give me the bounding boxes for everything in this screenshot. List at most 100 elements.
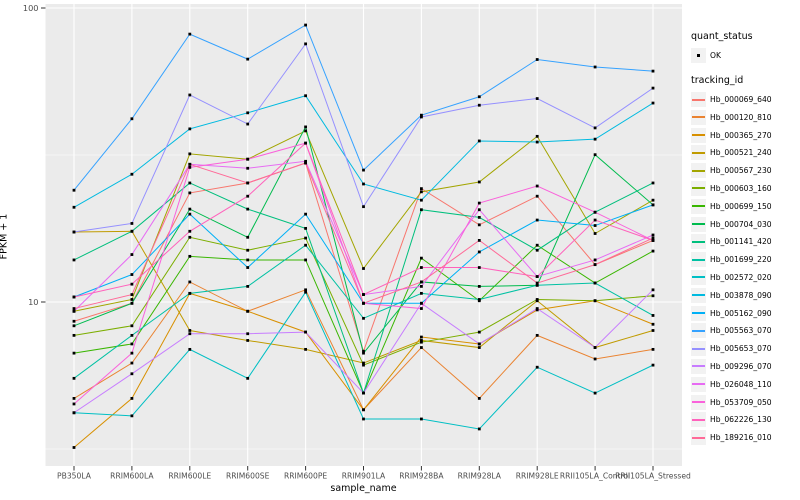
- legend-item-Hb_026048_110: Hb_026048_110: [691, 376, 799, 392]
- data-point: [420, 346, 423, 349]
- data-point: [593, 391, 597, 395]
- legend-item-Hb_001699_220: Hb_001699_220: [691, 252, 799, 268]
- data-point: [651, 347, 655, 351]
- data-point: [477, 284, 481, 288]
- data-point: [535, 283, 539, 287]
- legend: quant_status OK tracking_id Hb_000069_64…: [691, 31, 799, 457]
- data-point: [535, 243, 539, 247]
- data-point: [535, 365, 539, 369]
- legend-item-Hb_189216_010: Hb_189216_010: [691, 430, 799, 446]
- legend-item-label: Hb_000120_810: [710, 112, 772, 122]
- data-point: [246, 111, 250, 115]
- series-color-key-icon: [691, 269, 706, 285]
- legend-item-label: Hb_000603_160: [710, 183, 772, 193]
- x-tick-label: RRIM600SE: [226, 472, 270, 481]
- data-point: [651, 86, 655, 90]
- series-color-key-icon: [691, 323, 706, 339]
- y-tick-label: 100: [23, 3, 39, 13]
- data-point: [304, 243, 307, 247]
- legend-item-label: Hb_000699_150: [710, 201, 772, 211]
- data-point: [72, 351, 76, 355]
- data-point: [535, 194, 539, 198]
- data-point: [651, 233, 655, 237]
- data-point: [420, 307, 423, 310]
- data-point: [304, 236, 307, 240]
- data-point: [362, 168, 365, 172]
- data-point: [246, 339, 250, 342]
- legend-item-label: Hb_005653_070: [710, 344, 772, 354]
- data-point: [477, 103, 481, 107]
- data-point: [304, 125, 307, 129]
- data-point: [130, 229, 134, 233]
- ok-point-icon: [691, 48, 706, 63]
- data-point: [420, 190, 423, 194]
- series-color-key-icon: [691, 341, 706, 357]
- data-point: [535, 218, 539, 222]
- data-point: [304, 258, 307, 262]
- series-color-key-icon: [691, 92, 706, 107]
- data-point: [188, 181, 192, 185]
- data-point: [477, 201, 481, 205]
- data-point: [362, 182, 365, 186]
- data-point: [651, 198, 655, 202]
- legend-item-label: Hb_005563_070: [710, 326, 772, 336]
- data-point: [246, 284, 250, 288]
- series-color-key-icon: [691, 216, 706, 232]
- data-point: [477, 208, 481, 212]
- series-color-key-icon: [691, 198, 706, 214]
- data-point: [188, 93, 192, 97]
- legend-item-label: Hb_000567_230: [710, 166, 772, 176]
- data-point: [188, 191, 192, 195]
- data-point: [188, 332, 192, 336]
- data-point: [188, 207, 192, 211]
- data-point: [72, 258, 76, 262]
- data-point: [535, 298, 539, 301]
- data-point: [535, 248, 539, 252]
- data-point: [130, 333, 134, 337]
- data-point: [304, 288, 307, 292]
- data-point: [362, 351, 365, 355]
- data-point: [72, 411, 76, 415]
- data-point: [72, 319, 76, 323]
- legend-item-Hb_001141_420: Hb_001141_420: [691, 234, 799, 250]
- data-point: [535, 275, 539, 279]
- data-point: [188, 291, 192, 295]
- x-tick-label: RRIM928LE: [516, 472, 559, 481]
- data-point: [362, 391, 365, 395]
- data-point: [72, 309, 76, 313]
- data-point: [362, 417, 365, 421]
- data-point: [535, 134, 539, 138]
- data-point: [593, 153, 597, 157]
- data-point: [72, 230, 76, 234]
- data-point: [304, 290, 307, 294]
- legend-item-Hb_005563_070: Hb_005563_070: [691, 323, 799, 339]
- data-point: [130, 372, 134, 376]
- legend-item-Hb_053709_050: Hb_053709_050: [691, 394, 799, 410]
- data-point: [304, 159, 307, 163]
- data-point: [593, 65, 597, 69]
- data-point: [362, 316, 365, 320]
- x-tick-label: RRIM928BA: [399, 472, 444, 481]
- series-color-key-icon: [691, 234, 706, 250]
- data-point: [362, 301, 365, 305]
- x-tick-label: RRIM901LA: [342, 472, 386, 481]
- data-point: [651, 322, 655, 326]
- legend-item-Hb_000120_810: Hb_000120_810: [691, 109, 799, 125]
- series-color-key-icon: [691, 180, 706, 196]
- data-point: [246, 235, 250, 239]
- legend-item-Hb_000069_640: Hb_000069_640: [691, 92, 799, 107]
- legend-item-label: Hb_053709_050: [710, 397, 772, 407]
- data-point: [535, 307, 539, 310]
- data-point: [304, 42, 307, 46]
- data-point: [651, 236, 655, 240]
- series-color-key-icon: [691, 252, 706, 268]
- data-point: [362, 363, 365, 367]
- data-point: [593, 281, 597, 285]
- data-point: [420, 280, 423, 284]
- data-point: [304, 226, 307, 230]
- data-point: [477, 266, 481, 269]
- data-point: [188, 229, 192, 233]
- data-point: [420, 266, 423, 269]
- legend-item-label: Hb_026048_110: [710, 379, 772, 389]
